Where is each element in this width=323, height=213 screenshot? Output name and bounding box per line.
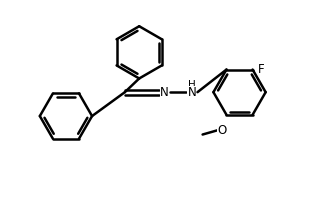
Text: N: N bbox=[160, 86, 169, 99]
Text: O: O bbox=[217, 124, 226, 137]
Text: F: F bbox=[258, 63, 265, 76]
Text: N: N bbox=[187, 86, 196, 99]
Text: H: H bbox=[188, 80, 196, 90]
